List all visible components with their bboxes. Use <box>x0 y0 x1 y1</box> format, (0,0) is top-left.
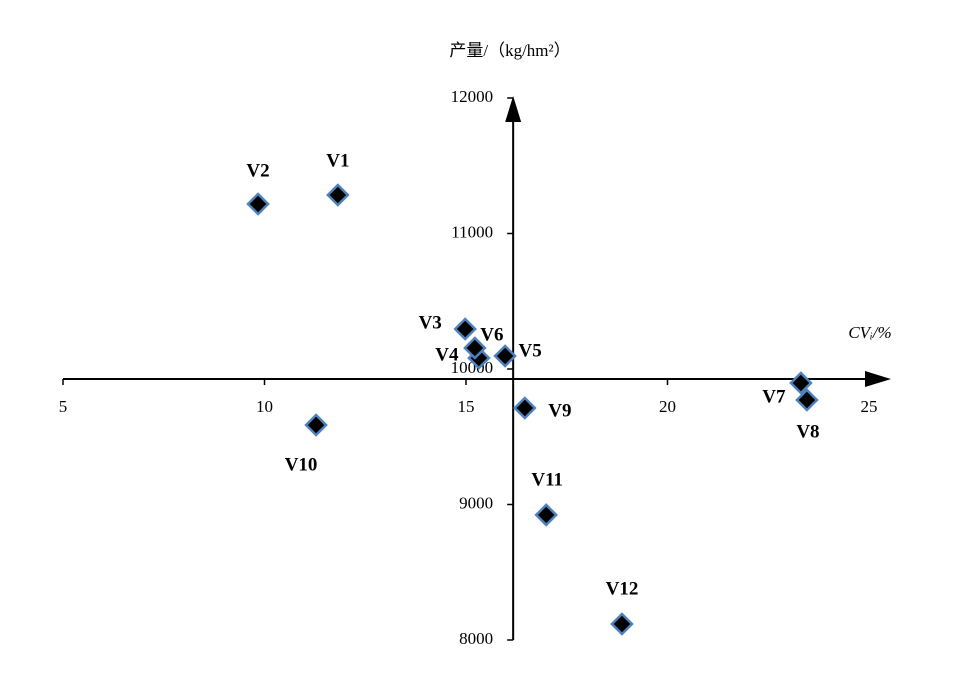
point-label: V5 <box>518 340 541 361</box>
y-tick-label: 8000 <box>459 629 493 648</box>
point-label: V7 <box>762 386 786 407</box>
point <box>493 344 517 368</box>
point <box>513 396 537 420</box>
point-label: V2 <box>246 160 269 181</box>
point-label: V8 <box>796 421 819 442</box>
x-tick-label: 25 <box>861 397 878 416</box>
y-tick-label: 12000 <box>451 87 494 106</box>
point-label: V9 <box>548 400 571 421</box>
point-label: V11 <box>531 469 563 490</box>
point <box>795 388 819 412</box>
point-label: V4 <box>435 344 459 365</box>
x-tick-label: 10 <box>256 397 273 416</box>
y-tick-label: 9000 <box>459 493 493 512</box>
point <box>304 413 328 437</box>
x-axis-arrow <box>865 371 891 388</box>
point-label: V12 <box>606 578 639 599</box>
x-tick-label: 5 <box>59 397 68 416</box>
x-tick-label: 15 <box>458 397 475 416</box>
point <box>453 317 477 341</box>
point <box>326 183 350 207</box>
point-label: V3 <box>419 312 442 333</box>
point-label: V1 <box>326 150 349 171</box>
point-label: V10 <box>285 454 318 475</box>
x-axis-title: CVᵢ/% <box>848 323 891 342</box>
x-tick-label: 20 <box>659 397 676 416</box>
point-label: V6 <box>480 324 503 345</box>
point <box>534 503 558 527</box>
y-axis-title: 产量/（kg/hm²） <box>449 41 570 60</box>
y-tick-label: 11000 <box>451 222 493 241</box>
point <box>610 612 634 636</box>
point <box>789 371 813 395</box>
point <box>463 336 487 360</box>
point <box>246 192 270 216</box>
y-axis-arrow <box>505 96 522 122</box>
